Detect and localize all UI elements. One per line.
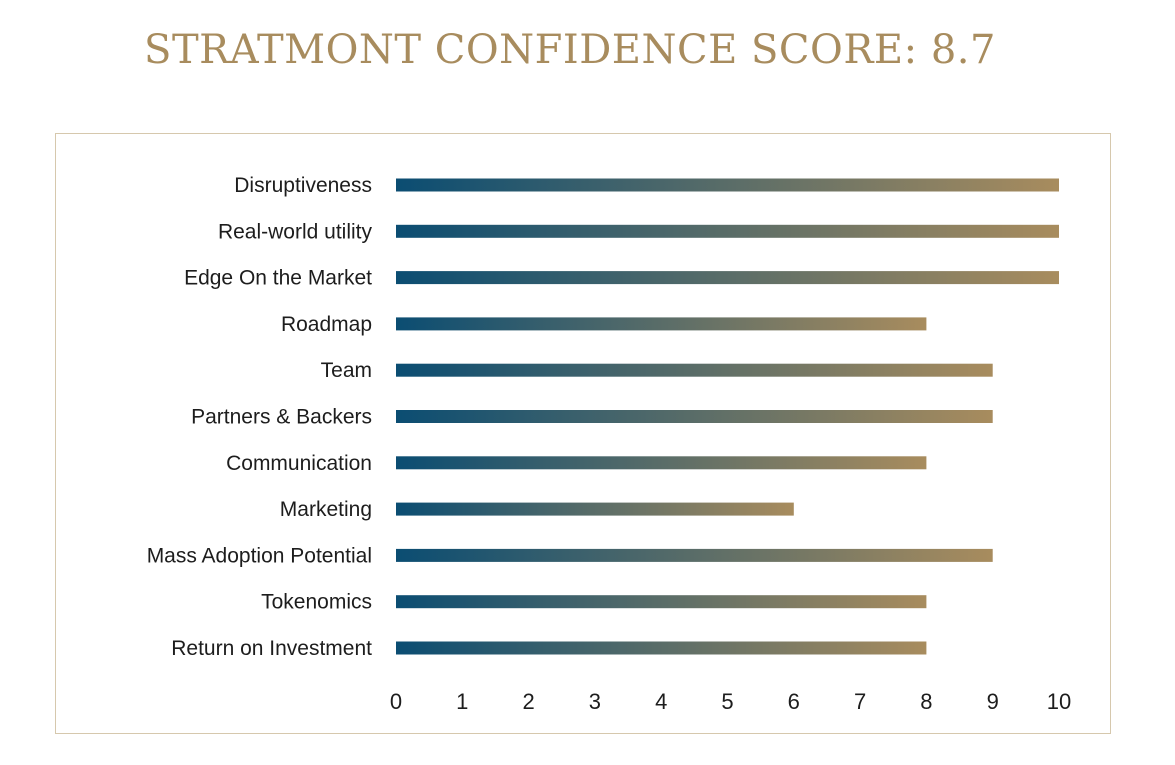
category-label-team: Team bbox=[321, 359, 372, 382]
bar-edge-on-the-market bbox=[396, 271, 1059, 285]
bar-chart: Disruptiveness Real-world utility Edge On … bbox=[147, 174, 1072, 714]
bars-group bbox=[396, 178, 1059, 655]
x-tick-label-0: 0 bbox=[390, 689, 402, 714]
x-tick-label-4: 4 bbox=[655, 689, 667, 714]
bar-communication bbox=[396, 456, 927, 470]
x-axis-ticks-group: 0 1 2 3 4 5 6 7 8 9 10 bbox=[390, 689, 1071, 714]
bar-roadmap bbox=[396, 317, 927, 331]
bar-marketing bbox=[396, 502, 794, 516]
category-label-return-on-investment: Return on Investment bbox=[171, 637, 372, 660]
bar-return-on-investment bbox=[396, 641, 927, 655]
x-tick-label-2: 2 bbox=[522, 689, 534, 714]
chart-panel: Disruptiveness Real-world utility Edge On … bbox=[55, 133, 1111, 734]
bar-partners-and-backers bbox=[396, 410, 993, 423]
category-labels-group: Disruptiveness Real-world utility Edge On … bbox=[147, 174, 373, 660]
x-tick-label-5: 5 bbox=[721, 689, 733, 714]
category-label-mass-adoption-potential: Mass Adoption Potential bbox=[147, 544, 372, 567]
category-label-edge-on-the-market: Edge On the Market bbox=[184, 267, 372, 290]
x-tick-label-6: 6 bbox=[788, 689, 800, 714]
category-label-roadmap: Roadmap bbox=[281, 313, 372, 336]
x-tick-label-3: 3 bbox=[589, 689, 601, 714]
category-label-communication: Communication bbox=[226, 452, 372, 475]
x-tick-label-9: 9 bbox=[987, 689, 999, 714]
x-tick-label-8: 8 bbox=[920, 689, 932, 714]
category-label-tokenomics: Tokenomics bbox=[261, 591, 372, 614]
category-label-marketing: Marketing bbox=[280, 498, 372, 521]
bar-real-world-utility bbox=[396, 224, 1059, 238]
category-label-partners-and-backers: Partners & Backers bbox=[191, 406, 372, 429]
chart-title: STRATMONT CONFIDENCE SCORE: 8.7 bbox=[144, 27, 996, 73]
category-label-disruptiveness: Disruptiveness bbox=[234, 174, 372, 197]
x-tick-label-1: 1 bbox=[456, 689, 468, 714]
bar-tokenomics bbox=[396, 595, 927, 609]
bar-mass-adoption-potential bbox=[396, 548, 993, 562]
x-tick-label-7: 7 bbox=[854, 689, 866, 714]
x-tick-label-10: 10 bbox=[1047, 689, 1071, 714]
bar-team bbox=[396, 363, 993, 377]
bar-disruptiveness bbox=[396, 178, 1059, 192]
category-label-real-world-utility: Real-world utility bbox=[218, 220, 373, 243]
